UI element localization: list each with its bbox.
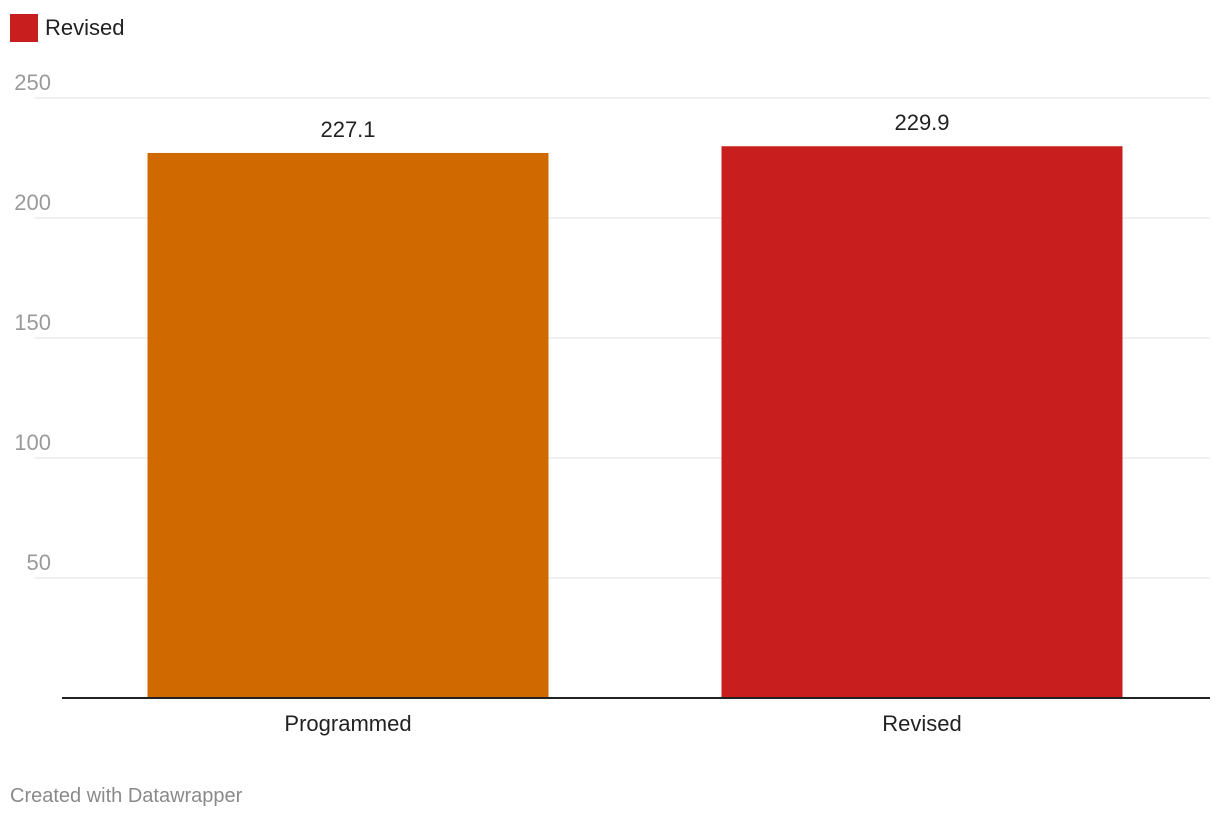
data-labels: 227.1 229.9 [320,110,949,142]
bars [147,146,1123,699]
y-tick-label: 200 [14,190,51,215]
legend-swatch-revised [10,14,38,42]
bar-revised [721,146,1123,699]
footer-credit: Created with Datawrapper [10,785,243,807]
x-axis-categories: Programmed Revised [284,711,961,736]
y-tick-label: 150 [14,310,51,335]
y-tick-label: 100 [14,430,51,455]
y-tick-label: 50 [27,550,51,575]
legend: Revised [10,14,124,42]
category-label-revised: Revised [882,711,961,736]
bar-chart: 50 100 150 200 250 227.1 229.9 Programmed Revi… [14,70,1210,736]
y-tick-label: 250 [14,70,51,95]
data-label-programmed: 227.1 [320,117,375,142]
data-label-revised: 229.9 [894,110,949,135]
bar-programmed [147,152,549,698]
legend-label-revised: Revised [45,15,125,40]
y-axis-ticks: 50 100 150 200 250 [14,70,51,575]
category-label-programmed: Programmed [284,711,411,736]
